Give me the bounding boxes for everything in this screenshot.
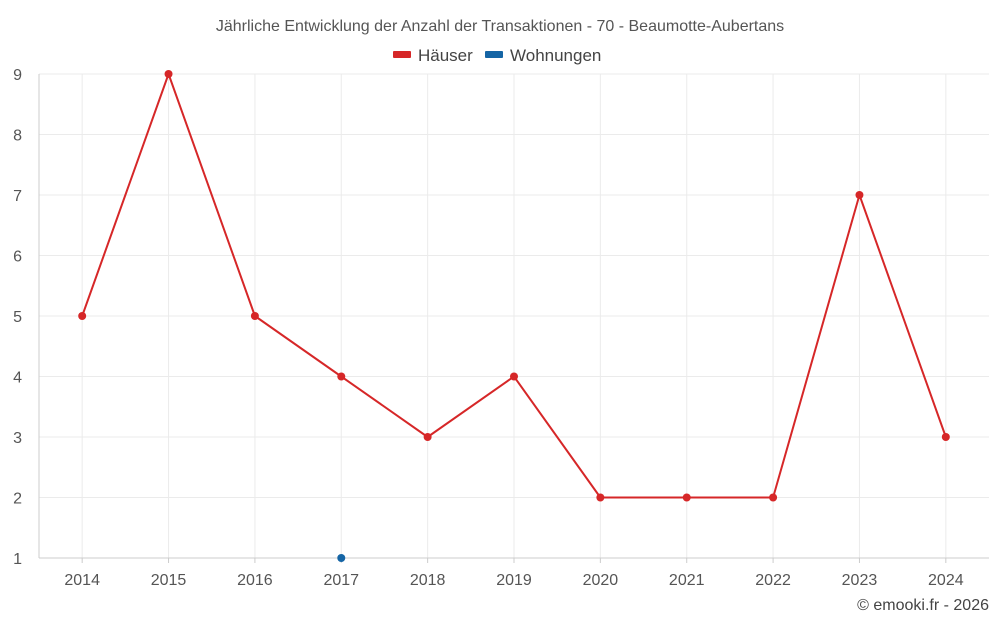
x-tick-label: 2021 [669,572,705,589]
x-tick-label: 2020 [583,572,619,589]
data-point-haeuser[interactable] [855,191,864,199]
data-point-haeuser[interactable] [596,493,605,502]
data-point-haeuser[interactable] [423,433,432,441]
x-tick-label: 2014 [64,572,100,589]
x-tick-label: 2024 [928,572,964,589]
x-tick-label: 2022 [755,572,791,589]
data-point-haeuser[interactable] [682,493,691,502]
y-tick-label: 7 [13,188,22,205]
data-point-haeuser[interactable] [337,372,346,381]
axes: 1 2 3 4 5 6 7 8 9 2014 2015 2016 2017 2018 2019 2020 202… [13,67,989,589]
legend-swatch-haeuser [393,51,411,58]
legend-label-haeuser[interactable]: Häuser [418,46,473,65]
x-tick-label: 2016 [237,572,273,589]
x-tick-label: 2019 [496,572,532,589]
data-points [78,70,950,562]
y-tick-label: 3 [13,430,22,447]
legend: Häuser Wohnungen [393,46,601,65]
data-point-haeuser[interactable] [941,433,950,441]
y-tick-label: 9 [13,67,22,84]
y-tick-label: 5 [13,309,22,326]
y-tick-label: 6 [13,249,22,266]
y-tick-label: 1 [13,551,22,568]
data-point-haeuser[interactable] [164,70,173,78]
data-point-haeuser[interactable] [769,493,778,502]
data-point-wohnungen[interactable] [337,554,346,562]
legend-label-wohnungen[interactable]: Wohnungen [510,46,601,65]
legend-swatch-wohnungen [485,51,503,58]
data-point-haeuser[interactable] [78,312,87,320]
x-tick-label: 2017 [323,572,359,589]
x-tick-label: 2018 [410,572,446,589]
credit-text: © emooki.fr - 2026 [857,597,989,614]
chart-title: Jährliche Entwicklung der Anzahl der Tra… [216,18,784,35]
data-point-haeuser[interactable] [250,312,259,320]
x-tick-label: 2023 [842,572,878,589]
x-tick-label: 2015 [151,572,187,589]
grid [39,73,989,558]
data-point-haeuser[interactable] [510,372,518,381]
y-tick-label: 2 [13,491,22,508]
y-tick-label: 4 [13,370,22,387]
y-tick-label: 8 [13,128,22,145]
